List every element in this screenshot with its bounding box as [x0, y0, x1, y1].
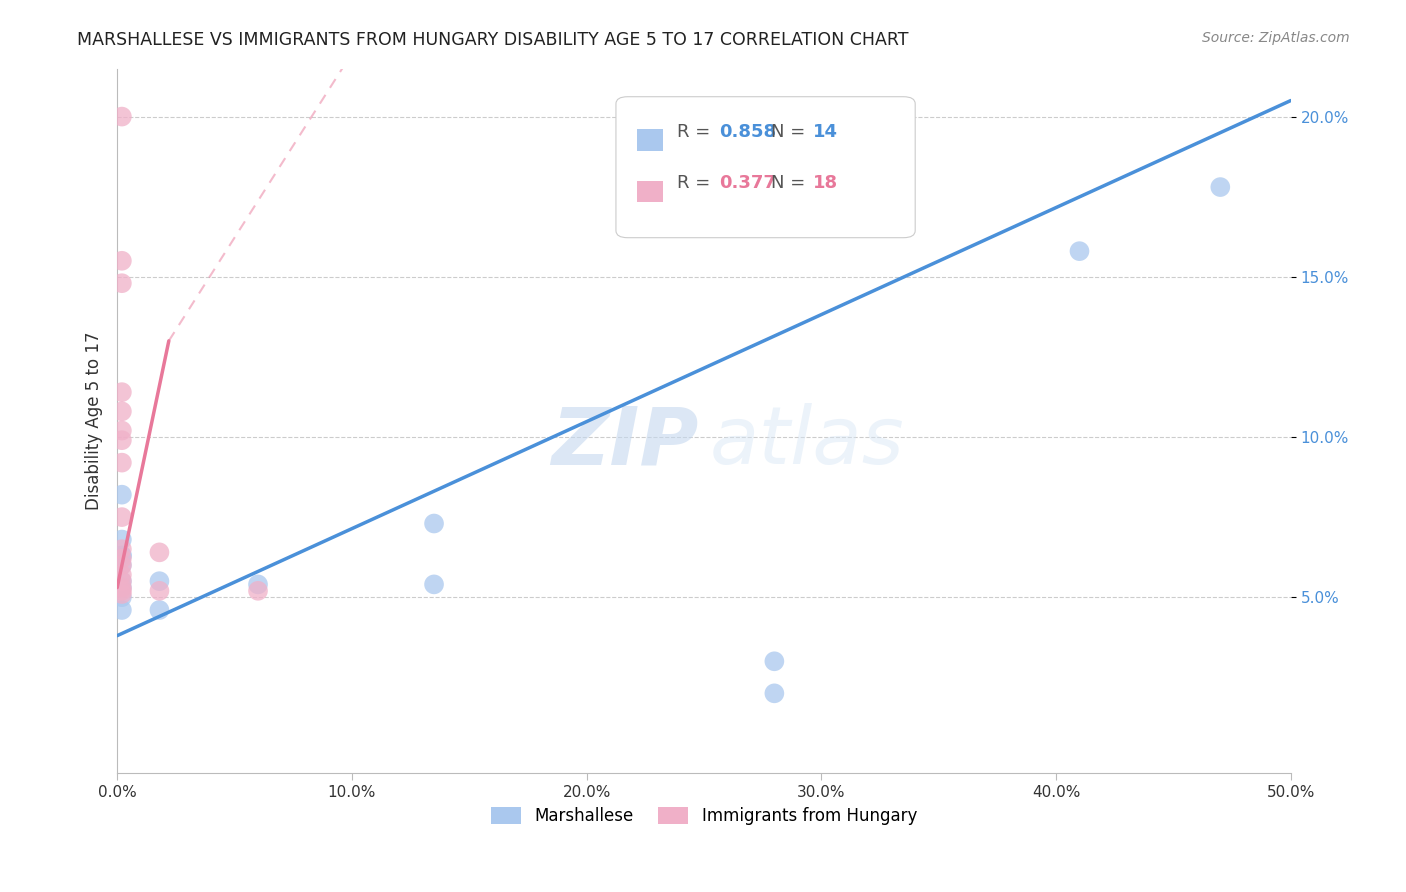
Point: [247, 583, 270, 598]
Text: 18: 18: [813, 175, 838, 193]
Point: [111, 603, 134, 617]
Text: 14: 14: [813, 123, 838, 141]
Point: [111, 581, 134, 595]
Text: Source: ZipAtlas.com: Source: ZipAtlas.com: [1202, 31, 1350, 45]
Point: [423, 577, 446, 591]
Text: 0.377: 0.377: [720, 175, 776, 193]
Point: [247, 577, 270, 591]
Point: [111, 488, 134, 502]
Point: [111, 542, 134, 557]
Legend: Marshallese, Immigrants from Hungary: Marshallese, Immigrants from Hungary: [491, 807, 917, 825]
FancyBboxPatch shape: [616, 96, 915, 237]
Y-axis label: Disability Age 5 to 17: Disability Age 5 to 17: [86, 332, 103, 510]
FancyBboxPatch shape: [637, 129, 662, 151]
Point: [111, 424, 134, 438]
Point: [111, 533, 134, 547]
Point: [111, 510, 134, 524]
Point: [1209, 180, 1232, 194]
Text: N =: N =: [770, 175, 811, 193]
Text: MARSHALLESE VS IMMIGRANTS FROM HUNGARY DISABILITY AGE 5 TO 17 CORRELATION CHART: MARSHALLESE VS IMMIGRANTS FROM HUNGARY D…: [77, 31, 908, 49]
Point: [111, 591, 134, 605]
Point: [148, 574, 170, 589]
Text: R =: R =: [676, 123, 716, 141]
Point: [111, 276, 134, 290]
Point: [111, 385, 134, 400]
Point: [148, 545, 170, 559]
Text: ZIP: ZIP: [551, 403, 699, 481]
Point: [111, 404, 134, 418]
Point: [111, 549, 134, 563]
Point: [111, 558, 134, 573]
Point: [423, 516, 446, 531]
Point: [111, 574, 134, 589]
Point: [111, 456, 134, 470]
Point: [111, 549, 134, 563]
Text: N =: N =: [770, 123, 811, 141]
Text: 0.858: 0.858: [720, 123, 776, 141]
Point: [111, 581, 134, 595]
Point: [111, 433, 134, 447]
Point: [111, 110, 134, 124]
Point: [111, 574, 134, 589]
Point: [111, 583, 134, 598]
Point: [148, 583, 170, 598]
Point: [111, 567, 134, 582]
Point: [111, 587, 134, 601]
Point: [763, 654, 786, 668]
Text: atlas: atlas: [710, 403, 904, 481]
Point: [763, 686, 786, 700]
Text: R =: R =: [676, 175, 716, 193]
Point: [111, 551, 134, 566]
Point: [111, 558, 134, 573]
Point: [1069, 244, 1091, 259]
Point: [111, 253, 134, 268]
FancyBboxPatch shape: [637, 181, 662, 202]
Point: [148, 603, 170, 617]
